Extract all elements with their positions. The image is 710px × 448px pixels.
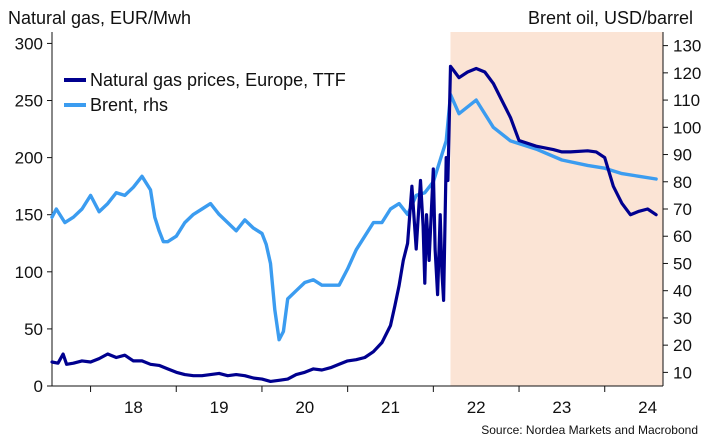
left-tick-label: 300: [15, 34, 43, 53]
right-tick-label: 80: [673, 173, 692, 192]
left-tick-label: 200: [15, 149, 43, 168]
left-tick-label: 250: [15, 92, 43, 111]
series-layer: [50, 64, 658, 383]
right-tick-label: 10: [673, 363, 692, 382]
source-note: Source: Nordea Markets and Macrobond: [481, 423, 698, 437]
right-tick-label: 70: [673, 200, 692, 219]
right-tick-label: 60: [673, 227, 692, 246]
x-tick-label: 18: [124, 398, 143, 417]
x-tick-label: 20: [295, 398, 314, 417]
x-tick-label: 24: [638, 398, 657, 417]
left-tick-label: 0: [34, 377, 43, 396]
left-tick-label: 100: [15, 263, 43, 282]
x-tick-label: 19: [210, 398, 229, 417]
right-tick-label: 90: [673, 146, 692, 165]
right-tick-label: 120: [673, 64, 701, 83]
right-tick-label: 40: [673, 282, 692, 301]
legend-label-gas: Natural gas prices, Europe, TTF: [90, 70, 346, 90]
right-axis-title: Brent oil, USD/barrel: [528, 8, 693, 28]
legend: Natural gas prices, Europe, TTF Brent, rh…: [64, 70, 346, 115]
right-tick-label: 100: [673, 118, 701, 137]
right-tick-label: 110: [673, 91, 700, 110]
left-tick-label: 50: [24, 320, 43, 339]
right-tick-label: 30: [673, 309, 692, 328]
x-tick-label: 21: [381, 398, 400, 417]
axes-layer: 0 50 100 150 200 250 300 10 20 30 40 50 60 70 80 90 100 1…: [15, 32, 701, 417]
forecast-shading-layer: [450, 32, 663, 386]
gas-series-line: [50, 64, 658, 383]
x-tick-label: 22: [467, 398, 486, 417]
right-tick-label: 50: [673, 254, 692, 273]
brent-series-line: [50, 92, 658, 342]
right-tick-label: 130: [673, 37, 701, 56]
x-tick-label: 23: [552, 398, 571, 417]
left-tick-label: 150: [15, 206, 43, 225]
left-axis-title: Natural gas, EUR/Mwh: [8, 8, 191, 28]
forecast-shading: [450, 32, 663, 386]
right-tick-label: 20: [673, 336, 692, 355]
legend-label-brent: Brent, rhs: [90, 95, 168, 115]
